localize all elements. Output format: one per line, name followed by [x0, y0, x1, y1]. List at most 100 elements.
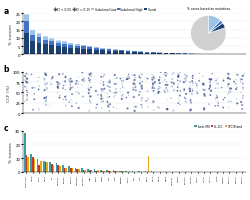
Point: [226, 100, 230, 104]
Point: [101, 84, 105, 87]
Point: [139, 87, 143, 90]
Point: [124, 77, 128, 80]
Point: [206, 103, 210, 106]
Bar: [93, 170, 95, 172]
Point: [214, 96, 218, 100]
Bar: [68, 49, 73, 55]
Point: [107, 89, 111, 93]
Bar: [122, 171, 124, 172]
Point: [80, 96, 84, 99]
Point: [25, 97, 29, 100]
Point: [162, 91, 166, 95]
Bar: [36, 38, 41, 44]
Point: [94, 90, 98, 93]
Bar: [49, 42, 54, 46]
Point: [24, 87, 28, 90]
Point: [138, 80, 142, 83]
Point: [118, 88, 122, 91]
Point: [189, 93, 193, 96]
Point: [111, 96, 115, 99]
Bar: [106, 50, 111, 52]
Point: [24, 90, 28, 93]
Bar: [131, 171, 133, 172]
Point: [63, 81, 67, 84]
Bar: [32, 157, 34, 172]
Point: [170, 82, 174, 85]
Bar: [70, 169, 71, 172]
Bar: [150, 53, 155, 54]
Point: [171, 109, 175, 113]
Point: [25, 99, 29, 102]
Point: [64, 84, 68, 87]
Point: [32, 93, 36, 96]
Point: [226, 83, 230, 87]
Point: [156, 79, 160, 82]
Bar: [24, 14, 29, 15]
Point: [120, 87, 124, 90]
Bar: [157, 54, 162, 55]
Point: [178, 90, 182, 93]
Bar: [46, 162, 48, 172]
Point: [131, 82, 135, 86]
Point: [99, 90, 103, 93]
Point: [139, 85, 143, 88]
Point: [76, 81, 80, 85]
Point: [61, 85, 65, 88]
Bar: [52, 165, 54, 172]
Point: [226, 83, 230, 86]
Point: [43, 73, 47, 76]
Bar: [106, 52, 111, 55]
Point: [146, 98, 150, 101]
Point: [44, 74, 48, 77]
Point: [164, 87, 168, 90]
Point: [131, 96, 135, 99]
Bar: [43, 37, 48, 40]
Point: [171, 82, 175, 85]
Point: [26, 82, 30, 85]
Point: [132, 106, 136, 110]
Point: [88, 79, 92, 82]
Point: [42, 83, 46, 86]
Point: [188, 99, 192, 102]
Point: [213, 80, 217, 83]
Point: [228, 100, 232, 103]
Point: [208, 89, 212, 92]
Point: [174, 105, 178, 108]
Bar: [119, 52, 124, 55]
Point: [80, 95, 84, 98]
Point: [23, 100, 27, 104]
Point: [156, 91, 160, 94]
Point: [137, 91, 141, 94]
Point: [208, 90, 212, 93]
Point: [182, 74, 186, 77]
Point: [140, 81, 144, 84]
Point: [233, 83, 237, 86]
Bar: [138, 171, 139, 172]
Point: [68, 81, 71, 84]
Point: [87, 79, 91, 83]
Point: [105, 85, 109, 88]
Point: [87, 89, 91, 92]
Point: [68, 81, 72, 85]
Point: [126, 75, 130, 79]
Bar: [89, 171, 90, 172]
Point: [126, 92, 130, 95]
Point: [238, 78, 242, 81]
Point: [45, 88, 49, 92]
Point: [86, 77, 90, 80]
Point: [151, 109, 155, 112]
Point: [227, 78, 231, 82]
Point: [44, 100, 48, 103]
Wedge shape: [208, 16, 220, 34]
Point: [188, 85, 192, 88]
Point: [156, 88, 160, 91]
Point: [157, 82, 161, 85]
Bar: [64, 168, 65, 172]
Point: [113, 88, 117, 91]
Bar: [90, 170, 92, 172]
Point: [82, 80, 86, 83]
Point: [126, 77, 130, 80]
Point: [225, 86, 229, 89]
Point: [171, 89, 175, 92]
Point: [200, 83, 204, 86]
